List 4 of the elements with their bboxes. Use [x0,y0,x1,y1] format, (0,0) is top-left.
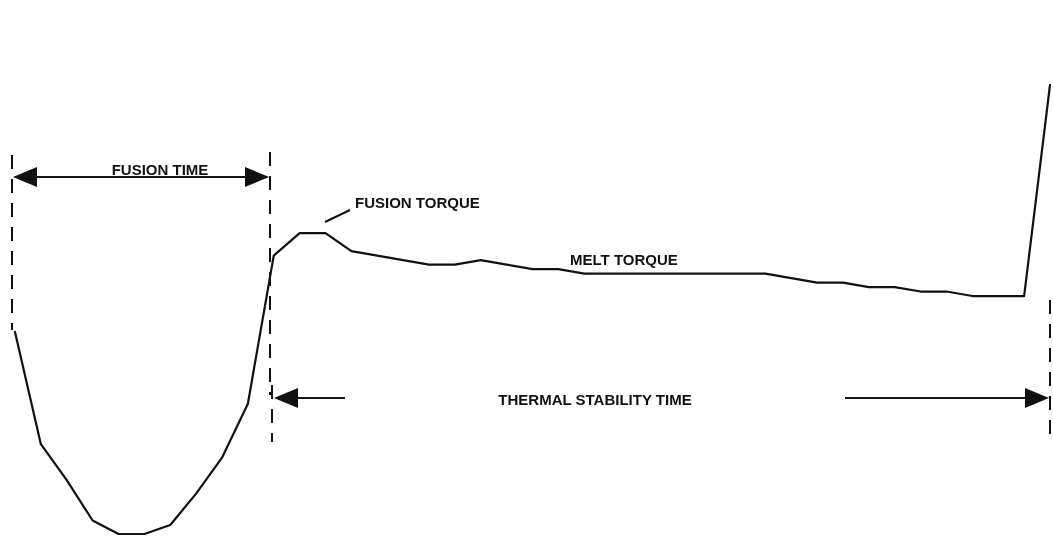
annotation: FUSION TORQUE [355,193,480,211]
annotation: FUSION TIME [111,160,209,178]
annotation: THERMAL STABILITY TIME [498,390,692,408]
annotation: MELT TORQUE [570,250,678,268]
